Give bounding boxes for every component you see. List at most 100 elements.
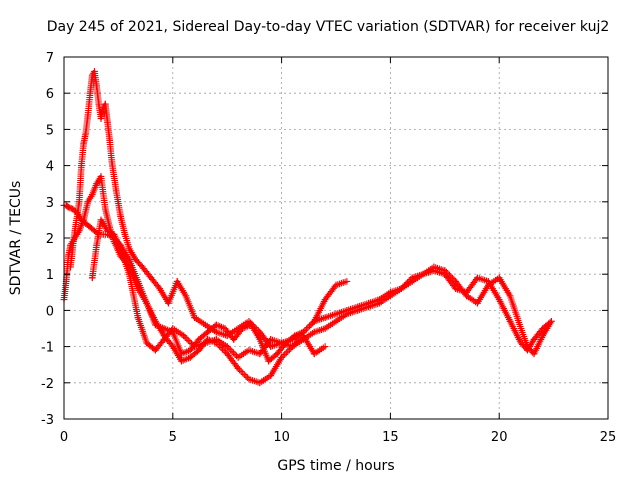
- data-point-run: [321, 311, 338, 321]
- data-point: [223, 350, 231, 358]
- data-point: [67, 263, 74, 271]
- data-point: [267, 372, 275, 379]
- data-point: [289, 343, 296, 350]
- data-point: [78, 162, 85, 169]
- data-point: [195, 336, 203, 343]
- data-point: [152, 346, 159, 354]
- y-tick-label: 2: [46, 232, 54, 247]
- data-point: [234, 325, 242, 332]
- y-tick-label: 4: [46, 160, 54, 175]
- data-point: [195, 346, 203, 354]
- data-point: [506, 292, 514, 300]
- data-point: [108, 158, 116, 166]
- data-points: [60, 68, 555, 387]
- x-tick-label: 5: [169, 430, 177, 445]
- data-point: [376, 299, 383, 307]
- chart-title: Day 245 of 2021, Sidereal Day-to-day VTE…: [47, 19, 610, 35]
- data-point: [104, 118, 111, 126]
- data-point: [86, 223, 94, 231]
- data-point: [245, 346, 253, 354]
- data-point-run: [84, 92, 94, 119]
- data-point: [102, 205, 109, 213]
- y-axis-label: SDTVAR / TECUs: [8, 181, 24, 296]
- data-point: [69, 205, 77, 213]
- data-point-run: [97, 173, 109, 211]
- data-point: [88, 191, 96, 198]
- data-point: [430, 263, 438, 271]
- data-point: [310, 328, 318, 336]
- x-tick-label: 20: [491, 430, 508, 445]
- data-point: [278, 339, 285, 347]
- data-point: [495, 274, 503, 282]
- data-point: [160, 336, 168, 343]
- data-point: [169, 325, 177, 332]
- data-point: [408, 274, 416, 282]
- data-point: [517, 325, 525, 332]
- data-point: [256, 336, 264, 343]
- data-point: [441, 267, 449, 274]
- data-point: [234, 354, 242, 361]
- data-point: [93, 82, 100, 90]
- data-point-run: [78, 142, 87, 169]
- data-point-run: [112, 187, 124, 218]
- y-tick-label: -2: [41, 377, 54, 392]
- data-point: [204, 328, 211, 336]
- data-point: [178, 357, 185, 365]
- data-point-run: [108, 158, 120, 193]
- data-point-run: [80, 131, 89, 148]
- data-point: [84, 111, 92, 119]
- data-point: [256, 350, 264, 358]
- data-point: [332, 281, 340, 289]
- data-point: [186, 346, 194, 354]
- data-point-run: [106, 137, 115, 164]
- data-point: [117, 245, 124, 253]
- data-point: [125, 245, 133, 253]
- data-point: [143, 299, 150, 307]
- data-point: [134, 314, 142, 321]
- data-point: [156, 285, 164, 292]
- y-tick-label: 3: [46, 196, 54, 211]
- series-track-d: [88, 216, 329, 361]
- data-point-run: [89, 244, 100, 282]
- data-point: [169, 343, 177, 350]
- data-point: [245, 317, 253, 325]
- data-point: [132, 256, 140, 264]
- data-point: [202, 321, 209, 329]
- data-point: [223, 343, 231, 350]
- data-point: [539, 332, 547, 340]
- x-tick-label: 25: [600, 430, 617, 445]
- data-point: [97, 115, 105, 122]
- data-point: [65, 203, 72, 211]
- data-point: [310, 350, 318, 358]
- data-point: [289, 336, 296, 343]
- data-point: [343, 310, 351, 318]
- data-point: [97, 173, 105, 180]
- data-point: [332, 310, 340, 318]
- data-point: [152, 317, 159, 325]
- y-tick-label: 6: [46, 87, 54, 102]
- data-point: [71, 227, 79, 235]
- x-tick-label: 0: [60, 430, 68, 445]
- data-point: [321, 325, 329, 332]
- data-point: [267, 336, 275, 343]
- data-point: [82, 129, 90, 137]
- data-point: [524, 343, 531, 350]
- data-point: [125, 270, 133, 278]
- data-point: [300, 332, 307, 340]
- y-tick-label: 7: [46, 51, 54, 66]
- data-point: [245, 375, 253, 383]
- data-point: [223, 332, 231, 340]
- data-point: [548, 317, 555, 325]
- data-point: [186, 354, 194, 361]
- data-point: [104, 227, 111, 235]
- data-point: [191, 314, 198, 321]
- data-point: [80, 216, 87, 224]
- series-track-c: [67, 68, 351, 350]
- y-tick-label: -1: [41, 341, 54, 356]
- data-point: [495, 296, 503, 303]
- data-point: [88, 274, 96, 282]
- data-point: [86, 89, 94, 97]
- data-point: [365, 303, 372, 311]
- data-point: [139, 263, 146, 271]
- data-point: [173, 278, 181, 285]
